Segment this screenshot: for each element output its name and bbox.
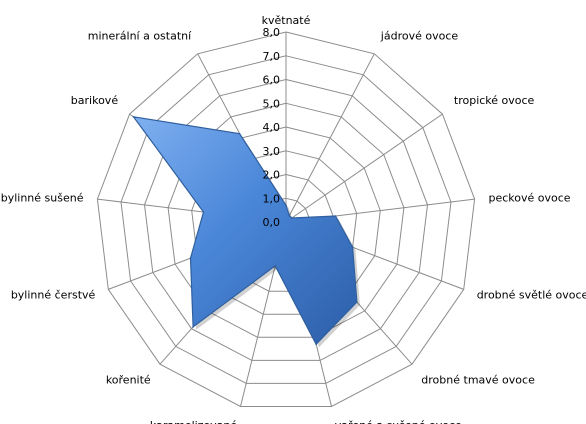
data-point [192,326,194,328]
axis-label: tropické ovoce [454,94,535,107]
data-point [291,217,293,219]
tick-label: 6,0 [263,74,281,87]
axis-label: vařené a sušené ovoce [335,419,462,424]
axis-label: karamelizované [150,419,238,424]
grid-ring-8 [96,31,476,407]
data-point [351,246,354,249]
data-point [202,211,205,213]
axis-label: drobné tmavé ovoce [421,374,535,387]
data-point [274,265,277,267]
tick-label: 7,0 [263,50,281,63]
axis-label: barikové [71,94,119,107]
axis-label: kořenité [106,374,151,387]
axis-label: peckové ovoce [489,191,571,204]
data-point [238,132,241,135]
tick-label: 4,0 [263,121,281,134]
tick-label: 8,0 [263,26,281,39]
series-layer [132,115,360,348]
axis-label: minerální a ostatní [88,29,192,42]
axis-labels: květnaté jádrové ovoce tropické ovoce pecko… [1,14,586,424]
axis-label: bylinné čerstvé [11,288,96,301]
spoke-2 [285,53,375,223]
data-point [285,204,287,207]
axis-label: drobné světlé ovoce [477,288,586,301]
series-area-1 [132,115,358,346]
tick-label: 0,0 [263,216,281,229]
tick-label: 5,0 [263,97,281,110]
tick-label: 2,0 [263,169,281,182]
tick-label: 1,0 [263,192,281,205]
radial-tick-labels: 0,0 1,0 2,0 3,0 4,0 5,0 6,0 7,0 8,0 [263,26,281,229]
spoke-3 [285,113,443,223]
tick-label: 3,0 [263,145,281,158]
data-point [315,343,317,346]
data-point [356,301,358,303]
grid-ring-7 [120,55,452,384]
axis-label: květnaté [262,14,311,27]
axis-label: bylinné sušené [1,191,84,204]
data-point [288,214,291,217]
radar-grid [96,31,476,407]
data-point [334,215,337,217]
data-point [132,116,135,118]
data-point [189,257,192,260]
axis-label: jádrové ovoce [380,29,459,42]
